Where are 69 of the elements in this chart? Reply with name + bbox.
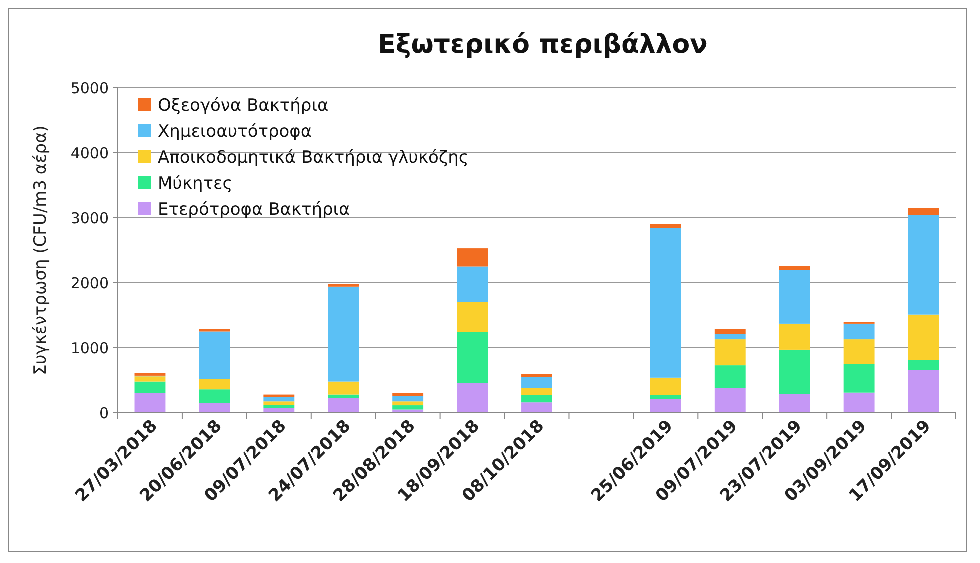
legend-label: Ετερότροφα Βακτήρια — [158, 200, 350, 220]
bar — [844, 392, 875, 413]
bar — [457, 266, 488, 302]
bar — [908, 370, 940, 413]
bar — [522, 377, 552, 388]
bar — [264, 405, 295, 408]
bar — [714, 366, 746, 388]
bar — [714, 340, 746, 366]
bar — [714, 334, 746, 340]
chart-title: Εξωτερικό περιβάλλον — [378, 30, 708, 60]
bar — [908, 215, 940, 315]
bar — [650, 395, 682, 400]
legend-label: Οξεογόνα Βακτήρια — [158, 96, 329, 116]
bar — [908, 208, 940, 216]
legend-label: Χημειοαυτότροφα — [158, 122, 312, 142]
bar — [650, 399, 682, 413]
bar — [522, 395, 552, 403]
y-tick-label: 3000 — [70, 209, 109, 228]
bar — [779, 324, 810, 350]
bar — [779, 394, 810, 413]
bar — [779, 270, 810, 324]
bar — [199, 403, 230, 413]
bar — [779, 266, 810, 270]
bar — [522, 374, 552, 378]
bar — [908, 360, 940, 370]
bar — [134, 382, 166, 394]
legend-label: Αποικοδομητικά Βακτήρια γλυκόζης — [158, 148, 469, 168]
bar — [522, 402, 552, 413]
bar — [908, 314, 940, 360]
bar — [779, 350, 810, 394]
bar — [714, 388, 746, 413]
bar — [199, 332, 230, 380]
y-tick-label: 5000 — [70, 79, 109, 98]
y-tick-label: 0 — [99, 404, 109, 422]
bar — [714, 329, 746, 334]
bar — [650, 224, 682, 228]
bar — [328, 286, 360, 382]
bar — [844, 340, 875, 364]
y-tick-label: 2000 — [70, 274, 109, 292]
bar — [392, 396, 424, 402]
y-tick-label: 4000 — [70, 144, 109, 162]
bar — [134, 376, 166, 382]
bar — [134, 373, 166, 376]
legend-label: Μύκητες — [158, 174, 233, 194]
bar — [264, 402, 295, 406]
bar — [844, 364, 875, 393]
bar — [457, 248, 488, 267]
bar — [650, 378, 682, 396]
bar — [328, 382, 360, 395]
bar — [844, 324, 875, 340]
bar — [457, 383, 488, 413]
bar — [199, 379, 230, 390]
y-tick-label: 1000 — [70, 339, 109, 358]
bar — [328, 398, 360, 413]
y-axis-title: Συγκέντρωση (CFU/m3 αέρα) — [31, 126, 51, 376]
bar — [328, 284, 360, 287]
bar — [264, 397, 295, 402]
bar — [392, 406, 424, 410]
bar — [264, 394, 295, 398]
bar — [457, 302, 488, 332]
bar — [199, 329, 230, 332]
bar — [522, 388, 552, 396]
bar — [457, 332, 488, 384]
bar — [199, 390, 230, 404]
bar — [650, 228, 682, 378]
bar — [328, 394, 360, 398]
bar — [392, 393, 424, 396]
bar — [134, 394, 166, 413]
bar — [392, 402, 424, 406]
